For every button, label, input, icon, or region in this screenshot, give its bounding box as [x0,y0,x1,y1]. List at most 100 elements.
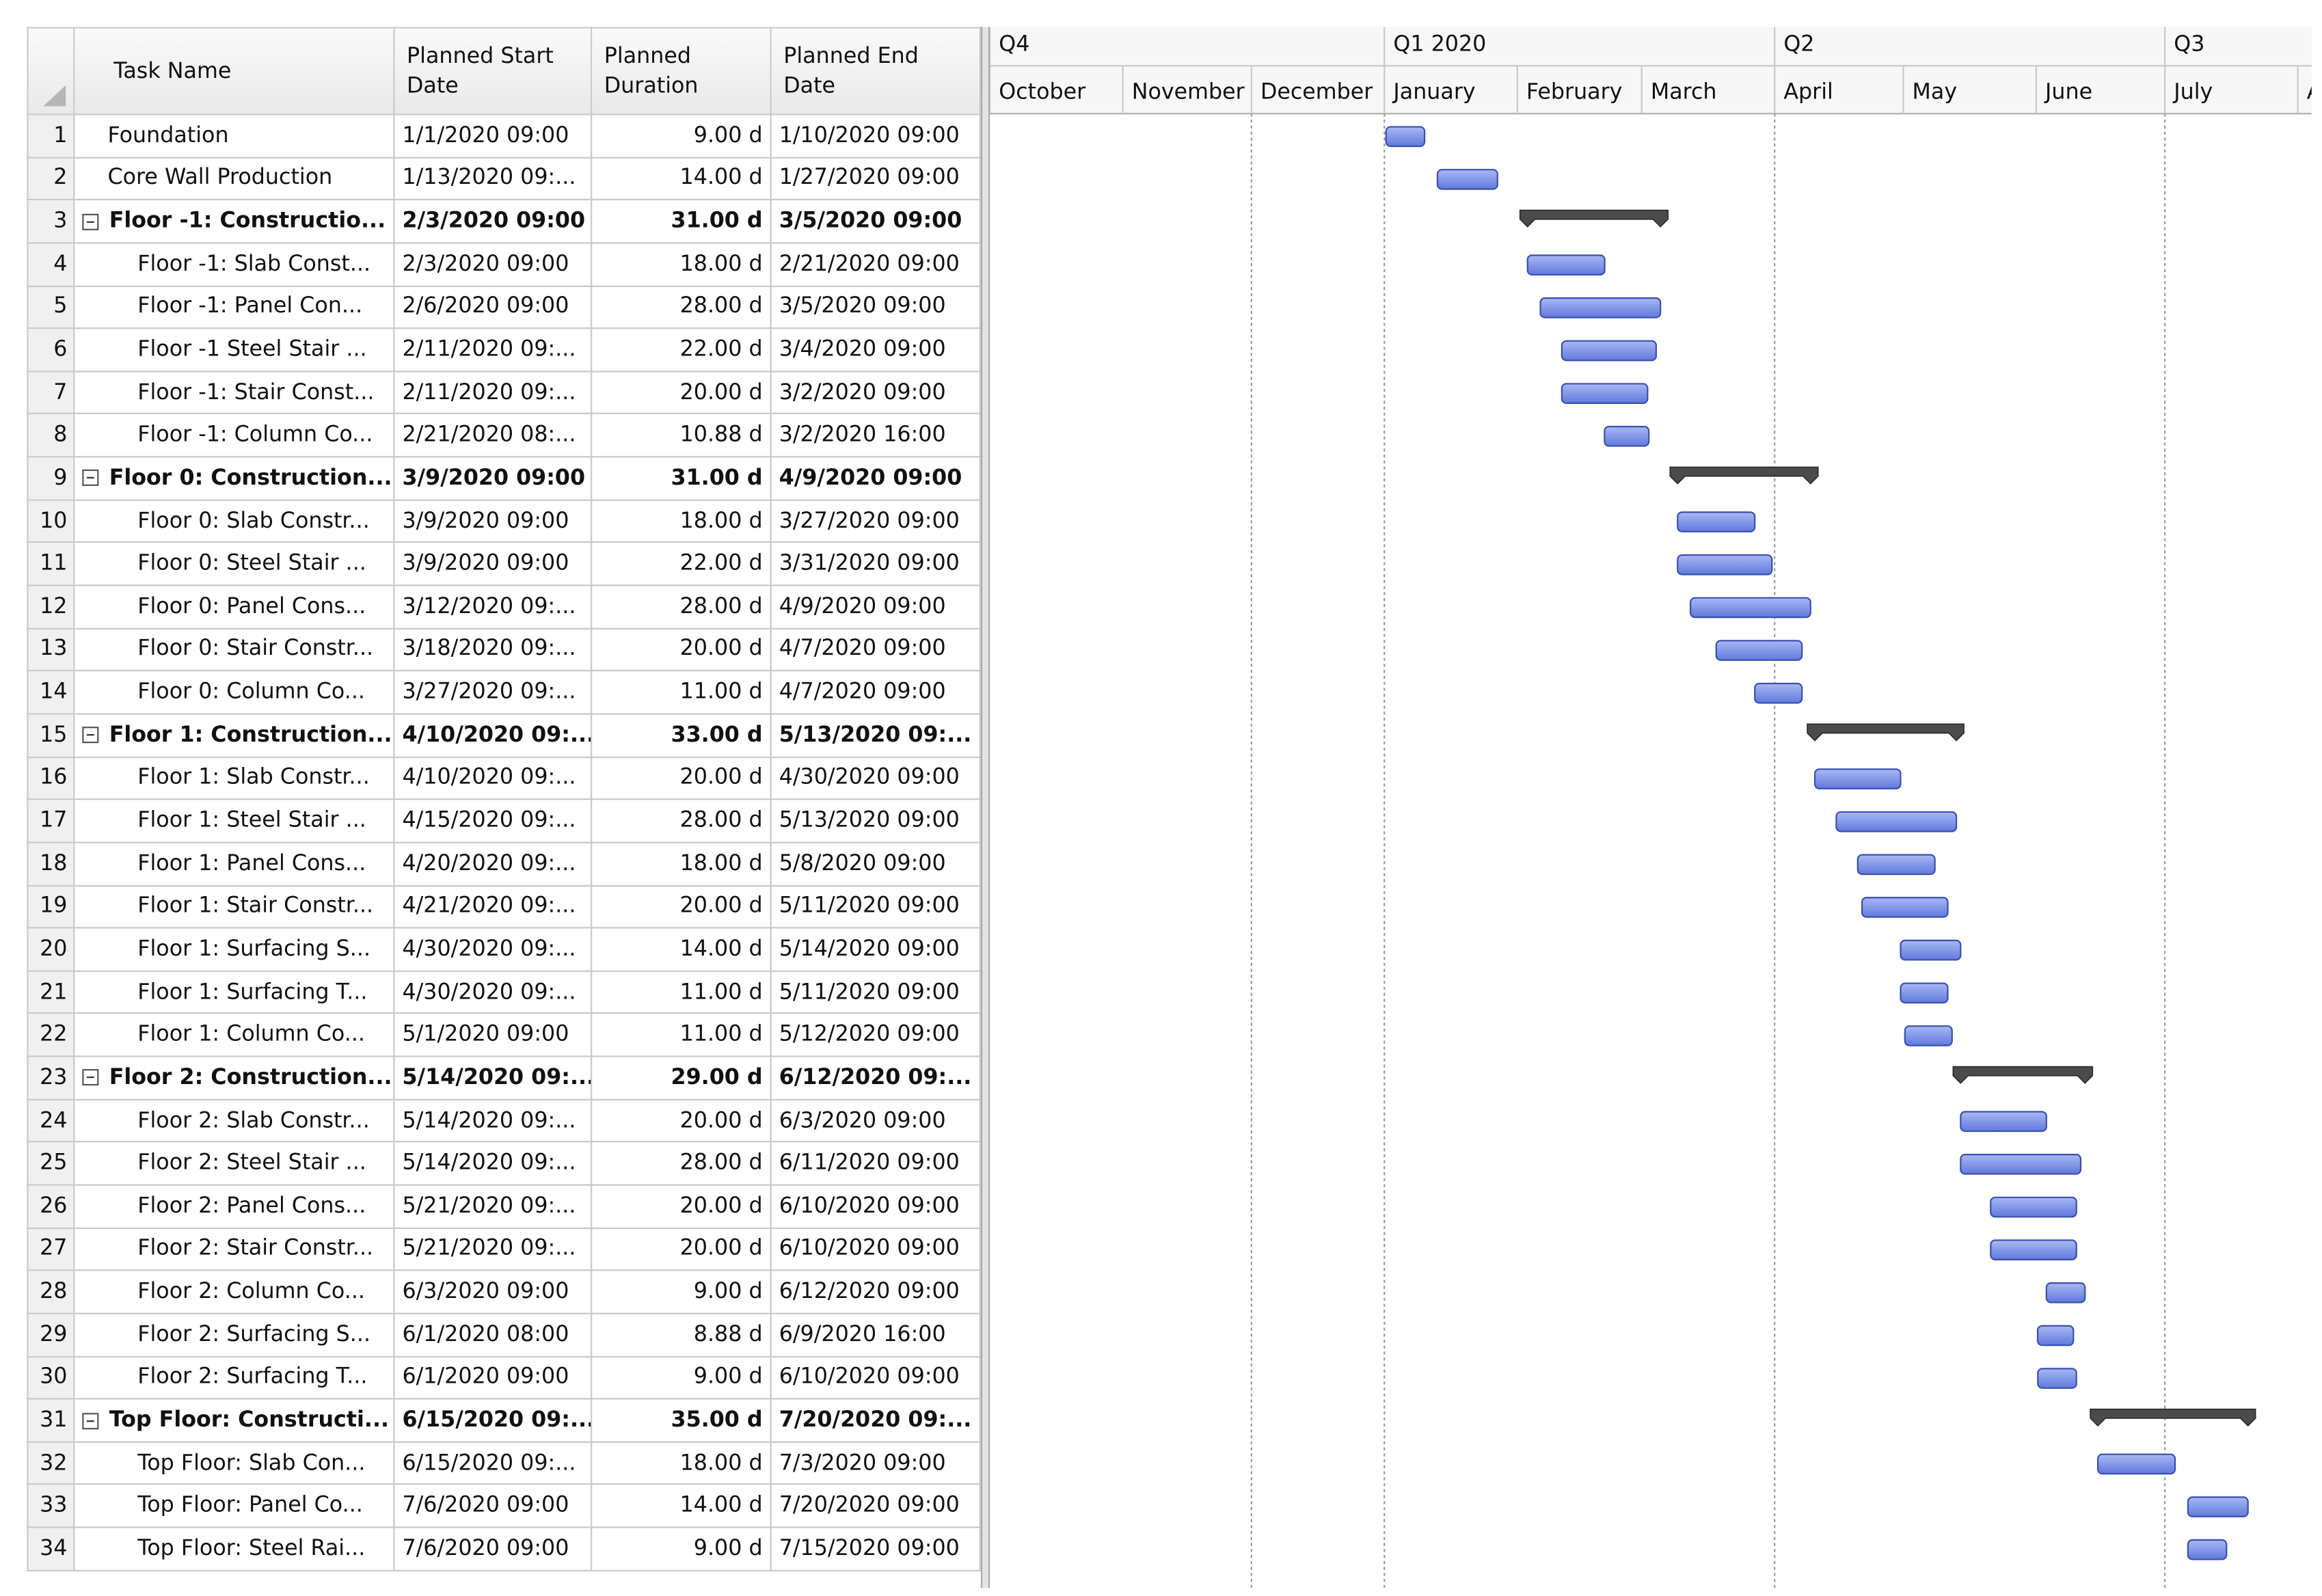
task-duration-text: 28.00 d [679,809,763,833]
task-start-text: 2/3/2020 09:00 [402,209,586,234]
row-number: 21 [27,971,75,1015]
task-duration: 28.00 d [592,586,772,630]
task-bar [2045,1282,2086,1303]
task-bar [1604,425,1650,447]
task-bar [1900,939,1962,961]
task-bar [2036,1325,2075,1347]
task-duration: 9.00 d [592,1271,772,1314]
task-duration: 20.00 d [592,757,772,800]
task-duration: 10.88 d [592,414,772,458]
task-bar [1900,982,1949,1004]
task-start: 2/3/2020 09:00 [394,243,593,286]
task-duration: 9.00 d [592,115,772,159]
task-start-text: 3/12/2020 09:... [402,595,576,619]
row-number: 26 [27,1185,75,1229]
task-start-text: 7/6/2020 09:00 [402,1537,569,1561]
row-number: 4 [27,243,75,286]
task-duration-text: 10.88 d [679,423,763,448]
collapse-toggle[interactable] [82,213,99,230]
column-header[interactable]: Planned End Date [771,27,981,116]
task-name: Top Floor: Slab Con... [75,1442,395,1486]
task-duration-text: 28.00 d [679,295,763,319]
task-end: 6/12/2020 09:... [771,1057,981,1100]
row-number-text: 18 [40,852,68,876]
row-number-text: 10 [40,509,68,533]
row-number: 8 [27,414,75,458]
task-end: 7/15/2020 09:00 [771,1528,981,1571]
task-end-text: 5/13/2020 09:... [779,723,972,748]
row-number-text: 34 [40,1537,68,1561]
task-duration-text: 14.00 d [679,166,763,191]
row-number-text: 6 [53,338,68,362]
task-name: Floor 0: Steel Stair ... [75,543,395,586]
task-bar [1990,1239,2077,1260]
task-end-text: 6/9/2020 16:00 [779,1323,946,1347]
task-name: Floor 1: Column Co... [75,1014,395,1057]
task-end: 4/9/2020 09:00 [771,586,981,630]
collapse-toggle[interactable] [82,1412,99,1429]
task-name: Floor 1: Stair Constr... [75,886,395,929]
month-label: January [1392,80,1475,105]
column-header[interactable]: Task Name [75,27,395,116]
task-name-text: Floor -1: Constructio... [109,209,386,234]
task-start-text: 4/10/2020 09:... [402,766,576,790]
task-start-text: 4/10/2020 09:... [402,723,593,748]
select-all-icon[interactable] [29,29,74,114]
task-start-text: 2/11/2020 09:... [402,338,576,362]
column-header-text: Planned End Date [783,44,919,98]
task-start: 4/20/2020 09:... [394,843,593,887]
task-duration: 20.00 d [592,1185,772,1229]
task-start: 6/15/2020 09:... [394,1399,593,1443]
task-end-text: 3/4/2020 09:00 [779,338,946,362]
column-header[interactable]: Planned Duration [592,27,772,116]
task-start: 6/3/2020 09:00 [394,1271,593,1314]
task-start-text: 3/9/2020 09:00 [402,466,586,491]
task-bar [2097,1453,2176,1475]
task-end-text: 5/13/2020 09:00 [779,809,960,833]
task-end: 6/11/2020 09:00 [771,1143,981,1186]
task-duration: 22.00 d [592,543,772,586]
task-name: Floor 1: Steel Stair ... [75,800,395,843]
row-number: 15 [27,714,75,758]
row-number-text: 16 [40,766,68,790]
column-header[interactable]: Planned Start Date [394,27,593,116]
task-duration-text: 9.00 d [693,1537,763,1561]
task-bar [2187,1496,2249,1517]
row-number-text: 9 [53,466,68,491]
corner-cell [27,27,75,116]
row-number-text: 26 [40,1194,68,1219]
task-duration-text: 29.00 d [671,1066,763,1090]
row-number: 23 [27,1057,75,1100]
month-label: July [2172,80,2213,105]
row-number: 13 [27,629,75,672]
task-start-text: 7/6/2020 09:00 [402,1493,569,1518]
row-number-text: 23 [40,1066,68,1090]
row-number: 20 [27,928,75,972]
task-name-text: Floor 0: Panel Cons... [137,595,366,619]
collapse-toggle[interactable] [82,470,99,487]
task-name-text: Floor 1: Slab Constr... [137,766,370,790]
task-duration: 18.00 d [592,500,772,543]
task-start-text: 1/1/2020 09:00 [402,124,569,148]
task-end-text: 4/30/2020 09:00 [779,766,960,790]
task-end-text: 6/10/2020 09:00 [779,1194,960,1219]
splitter[interactable] [981,27,990,1588]
row-number: 32 [27,1442,75,1486]
summary-bar [2090,1408,2256,1427]
row-number-text: 29 [40,1323,68,1347]
task-name-text: Floor 2: Panel Cons... [137,1194,366,1219]
task-end-text: 4/7/2020 09:00 [779,637,946,662]
task-duration-text: 11.00 d [679,1023,763,1047]
task-name: Floor -1: Constructio... [75,200,395,244]
collapse-toggle[interactable] [82,727,99,744]
row-number-text: 8 [53,423,68,448]
row-number-text: 11 [40,552,68,576]
task-start: 1/13/2020 09:... [394,158,593,201]
task-end-text: 7/20/2020 09:... [779,1408,972,1433]
task-start: 2/11/2020 09:... [394,372,593,415]
task-start-text: 1/13/2020 09:... [402,166,576,191]
collapse-toggle[interactable] [82,1069,99,1086]
month-label: May [1913,80,1958,105]
task-end: 5/11/2020 09:00 [771,971,981,1015]
task-end: 5/13/2020 09:00 [771,800,981,843]
